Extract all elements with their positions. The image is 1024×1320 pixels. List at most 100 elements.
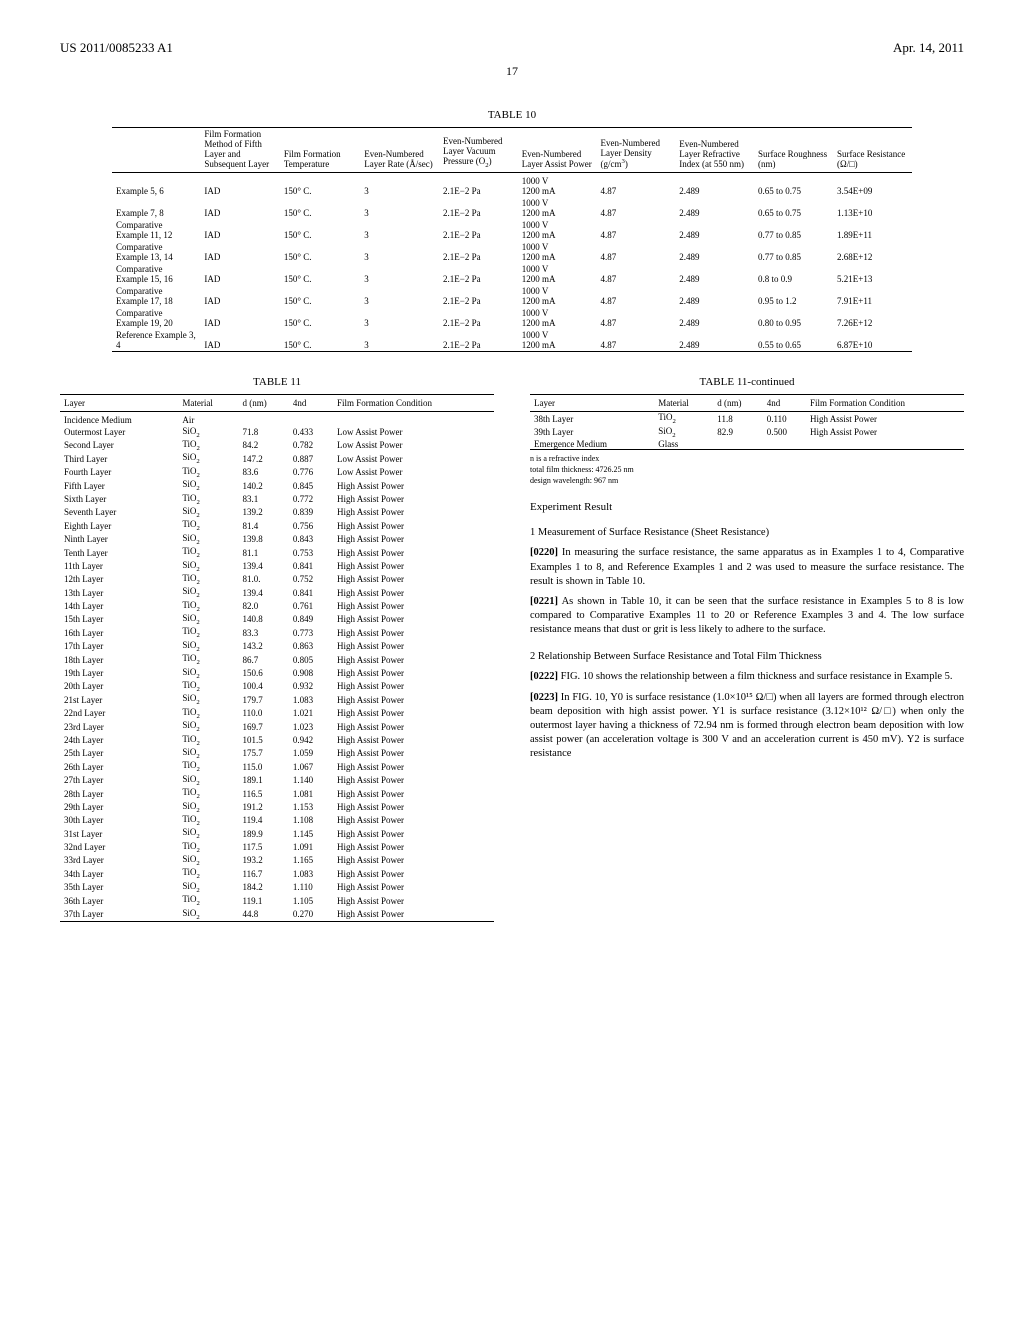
table11c-col-header: d (nm): [713, 395, 762, 412]
table-cell: 31st Layer: [60, 827, 178, 840]
table-cell: 1.105: [289, 894, 333, 907]
table-cell: 175.7: [238, 747, 288, 760]
table-row: 30th LayerTiO2119.41.108High Assist Powe…: [60, 814, 494, 827]
table-row: 20th LayerTiO2100.40.932High Assist Powe…: [60, 680, 494, 693]
table-cell: 7.91E+11: [833, 285, 912, 307]
table-cell: 2.489: [675, 197, 754, 219]
table-cell: IAD: [200, 173, 280, 198]
table-cell: TiO2: [178, 599, 238, 612]
table-cell: High Assist Power: [333, 773, 494, 786]
table-cell: 0.845: [289, 479, 333, 492]
table-row: Ninth LayerSiO2139.80.843High Assist Pow…: [60, 532, 494, 545]
table-cell: 71.8: [238, 425, 288, 438]
table-cell: 1.023: [289, 720, 333, 733]
table-cell: SiO2: [178, 532, 238, 545]
table11c-col-header: 4nd: [763, 395, 806, 412]
table-cell: 81.1: [238, 546, 288, 559]
table-cell: 25th Layer: [60, 747, 178, 760]
table-row: 14th LayerTiO282.00.761High Assist Power: [60, 599, 494, 612]
table-cell: TiO2: [178, 894, 238, 907]
table-row: Comparative Example 17, 18IAD150° C.32.1…: [112, 285, 912, 307]
table-cell: SiO2: [178, 773, 238, 786]
table-cell: TiO2: [654, 412, 713, 426]
table-row: Comparative Example 15, 16IAD150° C.32.1…: [112, 263, 912, 285]
table-cell: High Assist Power: [806, 412, 964, 426]
table-cell: High Assist Power: [333, 479, 494, 492]
table11-col-header: Material: [178, 395, 238, 412]
table-cell: 1.067: [289, 760, 333, 773]
table-cell: 1000 V1200 mA: [518, 285, 597, 307]
table-cell: 1.081: [289, 787, 333, 800]
table-cell: 3.54E+09: [833, 173, 912, 198]
table-cell: Comparative Example 15, 16: [112, 263, 200, 285]
table-cell: High Assist Power: [333, 733, 494, 746]
table-cell: IAD: [200, 241, 280, 263]
table-cell: SiO2: [178, 720, 238, 733]
table-cell: 4.87: [596, 285, 675, 307]
table11c-col-header: Material: [654, 395, 713, 412]
table-cell: SiO2: [178, 800, 238, 813]
table-cell: 0.863: [289, 640, 333, 653]
table-cell: 184.2: [238, 881, 288, 894]
table-cell: Low Assist Power: [333, 439, 494, 452]
table-cell: 0.908: [289, 666, 333, 679]
table-cell: 140.2: [238, 479, 288, 492]
table-cell: 13th Layer: [60, 586, 178, 599]
table-row: 18th LayerTiO286.70.805High Assist Power: [60, 653, 494, 666]
table-cell: 2.489: [675, 307, 754, 329]
table-cell: 2.489: [675, 329, 754, 352]
table-cell: High Assist Power: [333, 613, 494, 626]
table-cell: 150° C.: [280, 329, 360, 352]
table11-col-header: Layer: [60, 395, 178, 412]
table-cell: High Assist Power: [333, 787, 494, 800]
table-cell: 14th Layer: [60, 599, 178, 612]
table-cell: 0.772: [289, 492, 333, 505]
table-cell: [238, 412, 288, 426]
table-row: Example 7, 8IAD150° C.32.1E−2 Pa1000 V12…: [112, 197, 912, 219]
footnote: design wavelength: 967 nm: [530, 476, 964, 485]
table-cell: 1.89E+11: [833, 219, 912, 241]
table-cell: 0.77 to 0.85: [754, 219, 833, 241]
table-cell: 2.489: [675, 263, 754, 285]
footnote: n is a refractive index: [530, 454, 964, 463]
table-row: Example 5, 6IAD150° C.32.1E−2 Pa1000 V12…: [112, 173, 912, 198]
table-cell: 1.083: [289, 693, 333, 706]
table-cell: High Assist Power: [333, 640, 494, 653]
table-cell: 0.942: [289, 733, 333, 746]
table-cell: 0.752: [289, 573, 333, 586]
table10-col-header: Even-Numbered Layer Assist Power: [518, 128, 597, 173]
table-cell: High Assist Power: [806, 425, 964, 438]
table-cell: SiO2: [178, 747, 238, 760]
table-cell: 29th Layer: [60, 800, 178, 813]
table-cell: High Assist Power: [333, 586, 494, 599]
table-cell: 150° C.: [280, 285, 360, 307]
table10-col-header: Even-Numbered Layer Vacuum Pressure (O2): [439, 128, 518, 173]
table11c-col-header: Film Formation Condition: [806, 395, 964, 412]
table-cell: 84.2: [238, 439, 288, 452]
table-cell: TiO2: [178, 465, 238, 478]
table-row: Comparative Example 19, 20IAD150° C.32.1…: [112, 307, 912, 329]
table-cell: TiO2: [178, 814, 238, 827]
table-cell: 139.4: [238, 586, 288, 599]
table-cell: 3: [360, 307, 439, 329]
table-cell: SiO2: [178, 854, 238, 867]
table-cell: [289, 412, 333, 426]
table-cell: SiO2: [178, 613, 238, 626]
table-cell: 150.6: [238, 666, 288, 679]
table-cell: 0.270: [289, 907, 333, 921]
doc-date: Apr. 14, 2011: [893, 40, 964, 56]
table-cell: 150° C.: [280, 197, 360, 219]
table-cell: 2.489: [675, 219, 754, 241]
table-cell: TiO2: [178, 707, 238, 720]
table10-col-header: Even-Numbered Layer Refractive Index (at…: [675, 128, 754, 173]
table-cell: 116.7: [238, 867, 288, 880]
table-cell: 110.0: [238, 707, 288, 720]
table-cell: 189.9: [238, 827, 288, 840]
page-header: US 2011/0085233 A1 Apr. 14, 2011: [60, 40, 964, 56]
table-cell: High Assist Power: [333, 546, 494, 559]
table-cell: 0.805: [289, 653, 333, 666]
table-cell: 0.753: [289, 546, 333, 559]
table-row: 25th LayerSiO2175.71.059High Assist Powe…: [60, 747, 494, 760]
table-cell: 0.65 to 0.75: [754, 173, 833, 198]
table-row: 23rd LayerSiO2169.71.023High Assist Powe…: [60, 720, 494, 733]
